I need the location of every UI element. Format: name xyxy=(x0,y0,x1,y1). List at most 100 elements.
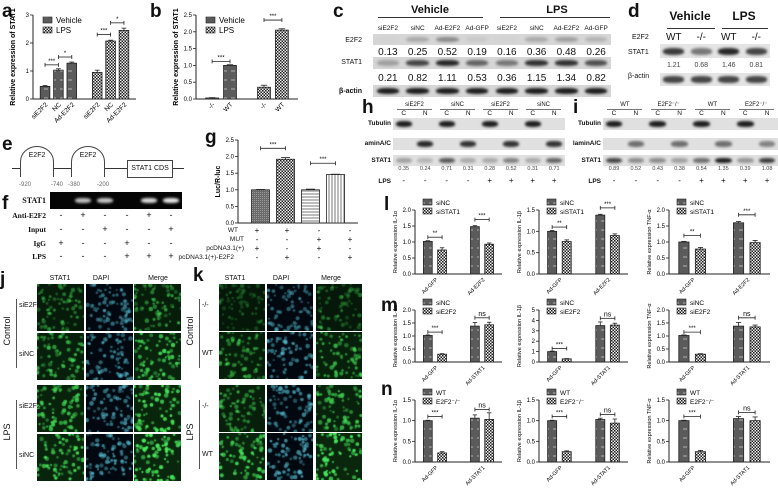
legend-swatch xyxy=(546,207,557,215)
group-underline xyxy=(722,28,768,29)
y-axis-label: Relative expression IL-1α xyxy=(393,304,399,367)
chart-l-il1a: 0.0 0.5 1.0 1.5 2.0 Relative expression IL-1α… xyxy=(388,198,506,302)
condition-sign: - xyxy=(81,224,85,234)
significance-label: ** xyxy=(433,231,438,237)
significance-label: *** xyxy=(100,29,108,35)
bar xyxy=(694,248,706,275)
lps-sign: + xyxy=(742,176,748,185)
fraction-label: C xyxy=(699,110,704,117)
stat1-fluorescence-image xyxy=(37,434,84,481)
dapi-fluorescence-image xyxy=(267,332,313,379)
row-label: WT xyxy=(202,451,213,458)
y-tick-label: 0.5 xyxy=(657,256,666,262)
group-underline xyxy=(378,17,483,18)
band xyxy=(438,121,455,127)
condition-label: pcDNA3.1(+) xyxy=(206,245,244,252)
band xyxy=(465,88,489,94)
legend-label: WT xyxy=(436,390,446,397)
position-label: -200 xyxy=(96,182,110,188)
dapi-fluorescence-image xyxy=(86,385,133,432)
e2f2-binding-site-1 xyxy=(20,146,54,177)
band xyxy=(584,88,608,94)
merge-fluorescence-image xyxy=(134,434,181,481)
lps-sign: + xyxy=(699,176,704,185)
y-tick-label: 2.0 xyxy=(403,308,412,314)
y-axis-label: Relative expression TNF-α xyxy=(647,303,653,369)
chart-svg: 0.0 0.5 1.0 1.5 2.0 Relative expression TNF-α… xyxy=(647,198,770,297)
chart-b-stat1-expression: 0.0 0.5 1.0 1.5 2.0 2.5 Relative expression of… xyxy=(166,3,302,129)
group-header: siNC xyxy=(537,102,550,108)
y-tick-label: 1.5 xyxy=(403,321,412,327)
legend-swatch xyxy=(546,388,557,396)
densitometry-value: 0.89 xyxy=(608,166,620,172)
band xyxy=(460,141,477,147)
band xyxy=(495,60,519,66)
bar xyxy=(609,324,620,363)
fraction-label: C xyxy=(487,110,493,117)
y-tick-label: 2.0 xyxy=(184,30,193,36)
legend-swatch xyxy=(546,397,557,405)
band xyxy=(525,36,548,43)
stat1-blot-row xyxy=(373,57,611,69)
column-header: DAPI xyxy=(92,275,110,282)
fraction-label: N xyxy=(465,110,471,117)
row-label: -/- xyxy=(202,302,209,309)
panel-label-n: n xyxy=(381,379,393,400)
condition-sign: - xyxy=(285,244,289,253)
band xyxy=(503,141,520,147)
condition-sign: + xyxy=(102,224,108,234)
condition-sign: + xyxy=(347,235,353,244)
row-label: STAT1 xyxy=(371,157,391,164)
legend-label: siNC xyxy=(560,300,574,307)
densitometry-value: 0.39 xyxy=(739,166,751,172)
group-header: E2F2⁻/⁻ xyxy=(744,102,768,108)
fraction-label: N xyxy=(764,110,770,117)
band xyxy=(745,47,767,55)
bar xyxy=(205,97,219,100)
significance-label: *** xyxy=(431,411,439,417)
significance-label: * xyxy=(64,51,67,57)
band xyxy=(525,60,548,66)
densitometry-value: 0.82 xyxy=(586,73,606,84)
group-header: siE2F2 xyxy=(491,102,510,108)
x-tick-label: Ad-GFP xyxy=(546,465,565,484)
bar xyxy=(275,29,289,100)
legend-swatch xyxy=(546,298,557,306)
stat1-cds-box: STAT1 CDS xyxy=(127,160,173,178)
legend-label: siSTAT1 xyxy=(690,209,714,216)
bar xyxy=(423,240,433,275)
site-label: E2F2 xyxy=(79,152,97,159)
x-tick-label: siE2F2 xyxy=(30,101,50,121)
group-header: WT xyxy=(620,102,630,108)
group-underline xyxy=(397,109,432,110)
y-axis-label: Relative expression IL-1α xyxy=(393,399,399,462)
row-label: STAT1 xyxy=(581,157,601,164)
dapi-fluorescence-image xyxy=(267,284,313,331)
legend-label: LPS xyxy=(56,26,71,35)
lane-label: -/- xyxy=(751,32,761,43)
stat1-fluorescence-image xyxy=(219,332,265,379)
densitometry-value: 0.52 xyxy=(437,47,458,58)
x-tick-label: -/- xyxy=(207,101,216,110)
lps-sign: - xyxy=(634,176,638,185)
column-header: Merge xyxy=(321,275,341,282)
panel-label-g: g xyxy=(205,127,217,148)
legend-swatch xyxy=(422,298,433,306)
y-tick-label: 0.0 xyxy=(657,272,666,278)
condition-sign: + xyxy=(254,244,260,253)
merge-fluorescence-image xyxy=(316,385,362,432)
y-axis-label: Luc/R-luc xyxy=(215,165,222,197)
legend-swatch xyxy=(42,26,53,34)
legend-label: siE2F2 xyxy=(436,309,457,316)
bar xyxy=(276,158,295,224)
band xyxy=(758,141,776,147)
band xyxy=(663,47,685,55)
lane-label: siNC xyxy=(529,25,544,32)
bar xyxy=(423,335,433,363)
condition-sign: - xyxy=(348,244,352,253)
chart-svg: 0.0 0.5 1.0 1.5 Relative expression TNF-α Ad-… xyxy=(647,388,770,487)
condition-sign: + xyxy=(168,224,174,234)
legend-label: siNC xyxy=(690,300,704,307)
condition-sign: - xyxy=(59,210,63,220)
band xyxy=(406,36,429,43)
